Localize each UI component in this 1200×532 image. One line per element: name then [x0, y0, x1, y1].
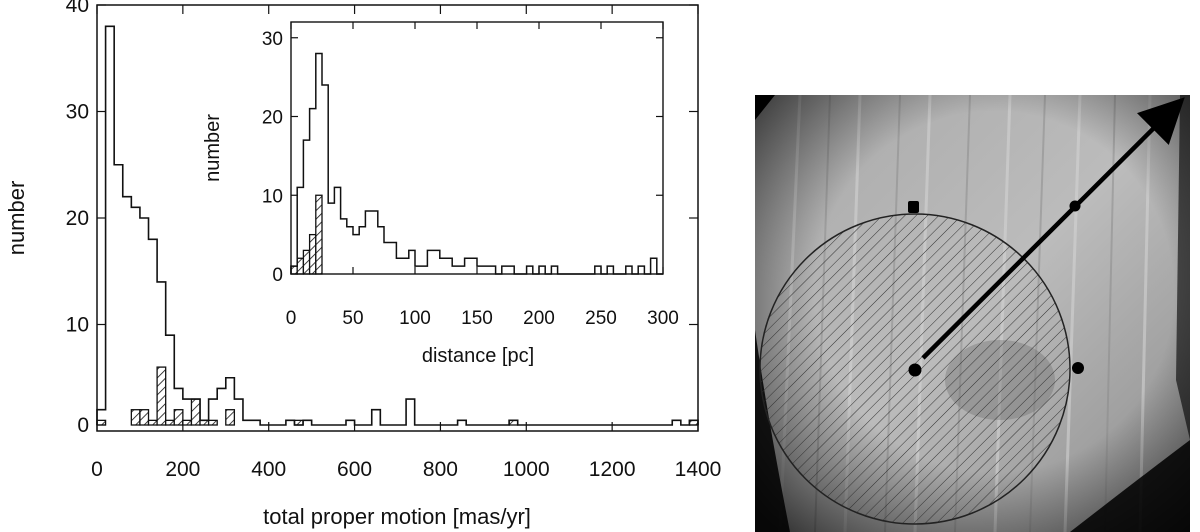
- inset-axis-ticks: 0 50 100 150 200 250 300 0 10 20 30: [262, 22, 679, 329]
- marker-dot-center: [908, 363, 922, 377]
- inset-hatched-bar: [302, 249, 311, 275]
- top-left-corner: [755, 95, 775, 120]
- main-x-tick-label: 1400: [675, 458, 722, 481]
- inset-x-tick-label: 100: [399, 308, 431, 329]
- main-hatched-bar: [156, 366, 167, 426]
- main-hatched-series: [96, 366, 699, 426]
- main-x-tick-label: 1200: [589, 458, 636, 481]
- inset-y-axis-title: number: [202, 114, 224, 182]
- inset-y-tick-label: 10: [262, 186, 283, 207]
- detector-image: [755, 95, 1190, 532]
- inset-x-tick-label: 50: [342, 308, 363, 329]
- inset-y-tick-label: 0: [272, 265, 283, 286]
- main-x-tick-label: 200: [165, 458, 200, 481]
- main-x-tick-label: 800: [423, 458, 458, 481]
- inset-hatched-bar: [296, 257, 305, 275]
- inset-hatched-bar: [290, 265, 298, 275]
- main-y-tick-label: 10: [66, 314, 89, 337]
- main-y-tick-label: 40: [66, 0, 89, 17]
- main-hatched-bar: [147, 419, 158, 426]
- inset-x-tick-label: 150: [461, 308, 493, 329]
- left-edge-noise: [755, 330, 790, 532]
- inset-x-tick-label: 200: [523, 308, 555, 329]
- main-hatched-bar: [165, 419, 175, 426]
- main-hatched-bar: [173, 409, 184, 426]
- main-hatched-bar: [207, 419, 218, 426]
- main-hatched-bar: [96, 419, 107, 426]
- marker-dot-right: [1072, 362, 1084, 374]
- main-x-axis-title: total proper motion [mas/yr]: [263, 504, 531, 529]
- main-y-tick-label: 20: [66, 207, 89, 230]
- inset-x-tick-label: 300: [647, 308, 679, 329]
- main-hatched-bar: [182, 419, 193, 426]
- main-x-tick-label: 0: [91, 458, 103, 481]
- inset-x-axis-title: distance [pc]: [422, 345, 534, 367]
- inset-y-tick-label: 30: [262, 29, 283, 50]
- inset-y-tick-label: 20: [262, 108, 283, 129]
- inset-x-tick-label: 0: [286, 308, 297, 329]
- main-hatched-bar: [190, 398, 201, 426]
- main-x-tick-label: 400: [251, 458, 286, 481]
- main-hatched-bar: [130, 409, 141, 426]
- main-y-axis-title: number: [4, 181, 29, 256]
- main-y-tick-label: 30: [66, 101, 89, 124]
- main-x-tick-label: 600: [337, 458, 372, 481]
- main-x-tick-label: 1000: [503, 458, 550, 481]
- direction-arrow: [921, 97, 1185, 360]
- main-y-tick-label: 0: [77, 414, 89, 437]
- inset-hatched-bar: [315, 194, 323, 275]
- inset-hatched-bar: [308, 233, 317, 275]
- right-edge-noise: [1176, 95, 1190, 440]
- inset-x-tick-label: 250: [585, 308, 617, 329]
- main-hatched-bar: [139, 409, 150, 426]
- bottom-right-noise: [1070, 440, 1190, 532]
- inset-background: [291, 22, 663, 274]
- main-step-series: [96, 25, 699, 426]
- marker-square: [908, 201, 919, 213]
- main-hatched-bar: [225, 409, 236, 426]
